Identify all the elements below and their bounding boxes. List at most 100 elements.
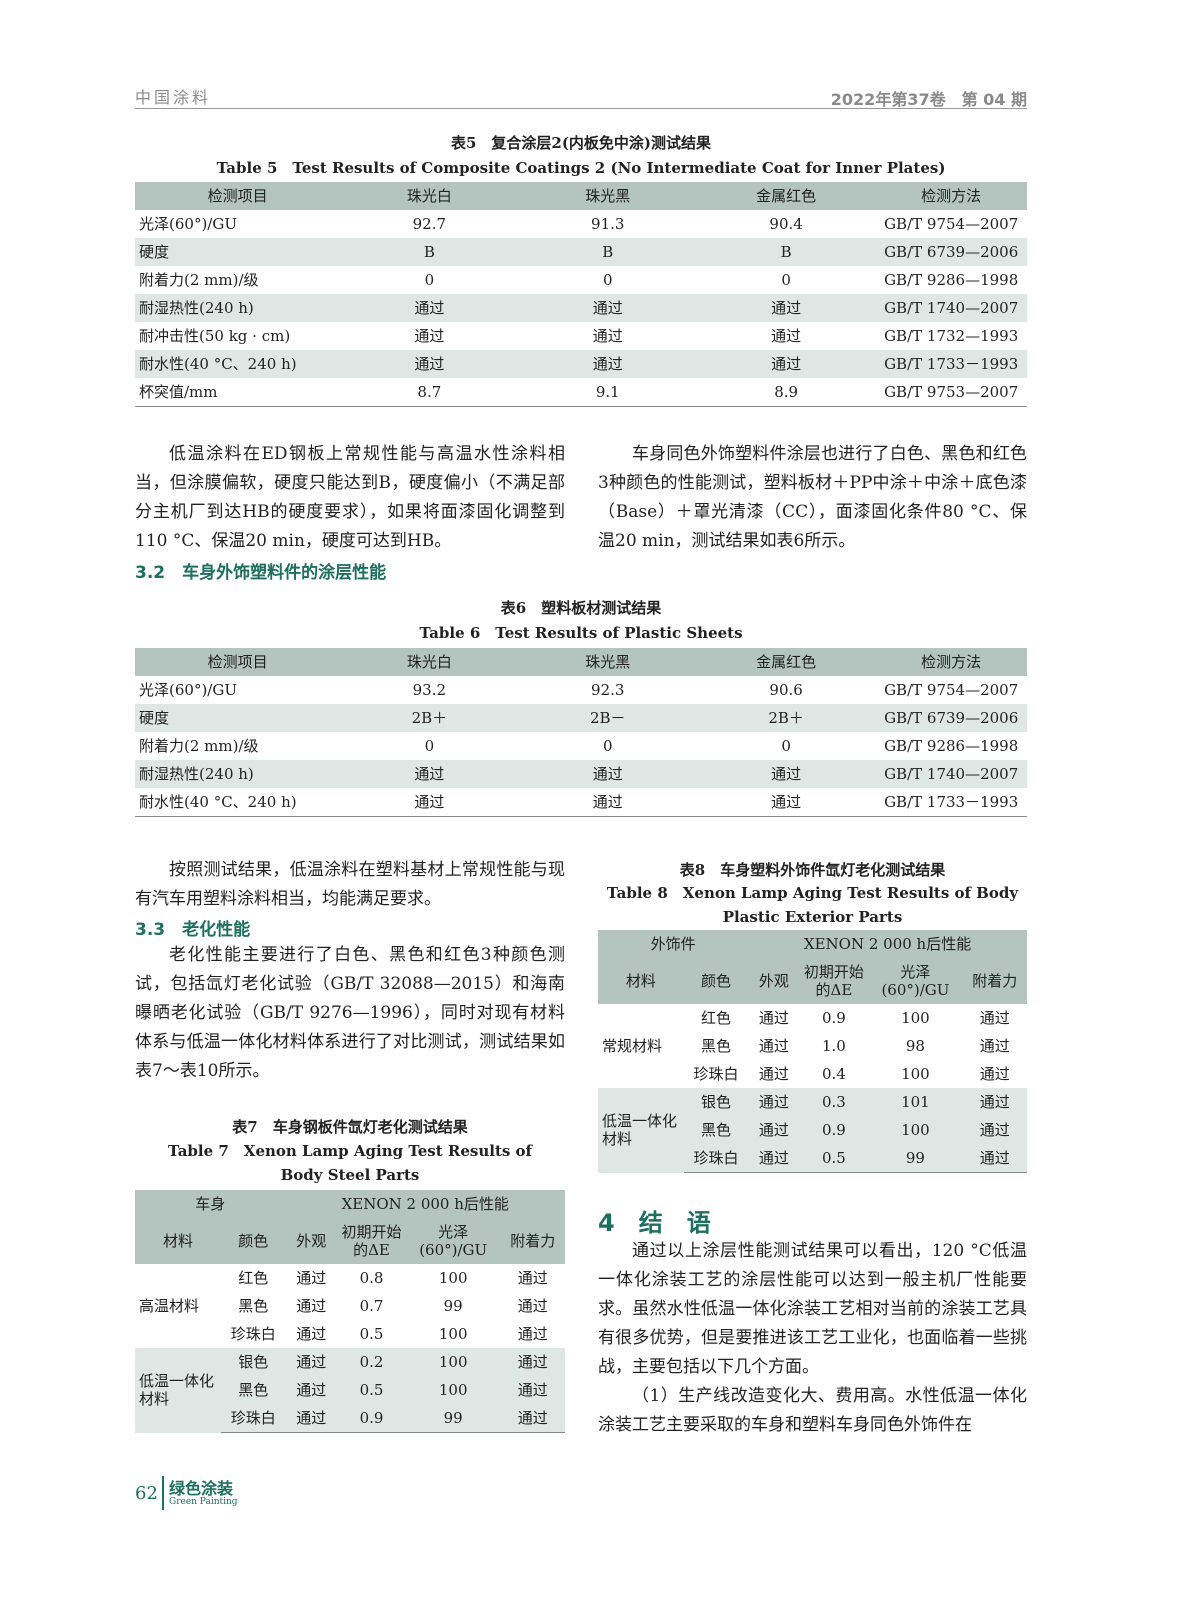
table-body: 高温材料 红色 通过 0.8 100 通过 黑色 通过 0.7 99 通过 珍珠白 通过 0.5 100 通过… xyxy=(135,1264,565,1433)
issue: 2022年第37卷 第 04 期 xyxy=(830,90,1027,109)
table-cell: 通过 xyxy=(285,1376,338,1404)
table-row: 附着力(2 mm)/级 0 0 0 GB/T 9286—1998 xyxy=(135,266,1027,294)
table-cell: 通过 xyxy=(340,350,519,378)
header-row: 检测项目 珠光白 珠光黑 金属红色 检测方法 xyxy=(135,648,1027,676)
table-cell: 通过 xyxy=(518,294,697,322)
table-cell: 通过 xyxy=(771,327,802,345)
table-head: 外饰件 XENON 2 000 h后性能 材料 颜色 外观 初期开始的ΔE 光泽(60°)/… xyxy=(598,930,1027,1004)
table-cell: 通过 xyxy=(285,1404,338,1433)
paragraph: 低温涂料在ED钢板上常规性能与高温水性涂料相当，但涂膜偏软，硬度只能达到B，硬度… xyxy=(135,444,565,551)
table-row: 耐冲击性(50 kg · cm) 通过 通过 通过 GB/T 1732—1993 xyxy=(135,322,1027,350)
table-cell: 8.7 xyxy=(340,378,519,407)
table-cell: 通过 xyxy=(340,788,519,817)
table-row: 硬度 2B＋ 2B－ 2B＋ GB/T 6739—2006 xyxy=(135,704,1027,732)
paragraph: 车身同色外饰塑料件涂层也进行了白色、黑色和红色3种颜色的性能测试，塑料板材＋PP… xyxy=(598,444,1027,551)
column-header: 金属红色 xyxy=(696,182,876,210)
table-cell: GB/T 9754—2007 xyxy=(884,215,1019,233)
group-label: 低温一体化材料 xyxy=(598,1088,684,1173)
table-body: 光泽(60°)/GU 93.2 92.3 90.6 GB/T 9754—2007 硬度 2B… xyxy=(135,676,1027,817)
column-header: 材料 xyxy=(598,958,684,1004)
section-heading: 4 结 语 xyxy=(598,1209,711,1237)
table-cell: 通过 xyxy=(285,1348,338,1376)
header-rule xyxy=(135,108,1027,109)
table-cell: 耐湿热性(240 h) xyxy=(135,760,341,788)
table-row: 高温材料 红色 通过 0.8 100 通过 xyxy=(135,1264,565,1315)
table-cell: 通过 xyxy=(518,350,697,378)
table-cell: 0.5 xyxy=(359,1325,384,1343)
table-wrap: 车身 XENON 2 000 h后性能 材料 颜色 外观 初期开始的ΔE 光泽(60°)/G… xyxy=(135,1190,565,1433)
table-cell: GB/T 1733－1993 xyxy=(875,788,1027,817)
table-row: 珍珠白 通过 0.5 100 通过 xyxy=(135,1320,565,1348)
table-cell: GB/T 1733－1993 xyxy=(875,350,1027,378)
table-cell: 通过 xyxy=(340,294,519,322)
column-header: 光泽(60°)/GU xyxy=(405,1218,501,1264)
footer-bar xyxy=(162,1476,164,1510)
table-caption-en: Table 7 Xenon Lamp Aging Test Results of… xyxy=(167,1142,533,1184)
table-cell: 通过 xyxy=(696,294,876,322)
table-cell: 通过 xyxy=(748,1116,800,1144)
table-cell: 通过 xyxy=(296,1325,327,1343)
column-header: 珠光黑 xyxy=(518,648,697,676)
table-cell: 耐水性(40 °C、240 h) xyxy=(135,788,341,817)
table-cell: GB/T 6739—2006 xyxy=(875,238,1027,266)
column-header: 检测方法 xyxy=(875,182,1027,210)
column-header: 颜色 xyxy=(683,958,749,1004)
table-cell: 1.0 xyxy=(821,1037,846,1055)
table-cell: 耐冲击性(50 kg · cm) xyxy=(139,327,291,345)
table-cell: 通过 xyxy=(500,1348,565,1376)
column-header: 光泽(60°)/GU xyxy=(868,958,963,1004)
group-header: 车身 xyxy=(135,1190,286,1218)
table-wrap: 检测项目 珠光白 珠光黑 金属红色 检测方法 光泽(60°)/GU 93.2 92.3 90.6… xyxy=(135,648,1027,817)
column-header: 检测方法 xyxy=(875,648,1027,676)
table-cell: B xyxy=(518,238,697,266)
table-cell: 100 xyxy=(405,1376,501,1404)
table-cell: 2B－ xyxy=(518,704,697,732)
table-row: 黑色 通过 0.7 99 通过 xyxy=(135,1292,565,1320)
table-body: 常规材料 红色 通过 0.9 100 通过 黑色 通过 1.0 98 通过 珍珠白 通过 0.4 100 通过… xyxy=(598,1004,1027,1173)
table-row: 耐水性(40 °C、240 h) 通过 通过 通过 GB/T 1733－1993 xyxy=(135,788,1027,817)
table-row: 硬度 B B B GB/T 6739—2006 xyxy=(135,238,1027,266)
table-cell: 100 xyxy=(901,1009,930,1027)
table-row: 珍珠白 通过 0.4 100 通过 xyxy=(598,1060,1027,1088)
table-row: 黑色 通过 0.5 100 通过 xyxy=(135,1376,565,1404)
table-cell: 光泽(60°)/GU xyxy=(139,681,237,699)
table-cell: 98 xyxy=(905,1037,925,1055)
table-cell: 通过 xyxy=(696,350,876,378)
table-row: 黑色 通过 1.0 98 通过 xyxy=(598,1032,1027,1060)
table-head: 车身 XENON 2 000 h后性能 材料 颜色 外观 初期开始的ΔE 光泽(60°)/G… xyxy=(135,1190,565,1264)
group-label: 低温一体化材料 xyxy=(135,1348,221,1433)
column-header: 附着力 xyxy=(962,958,1027,1004)
table-cell: 0.5 xyxy=(337,1376,406,1404)
column-header: 检测项目 xyxy=(135,648,341,676)
column-header: 初期开始的ΔE xyxy=(799,958,869,1004)
table-cell: 珍珠白 xyxy=(693,1065,739,1083)
table-cell: GB/T 1732—1993 xyxy=(884,327,1019,345)
table-cell: 92.3 xyxy=(591,681,625,699)
table-caption-en: Table 8 Xenon Lamp Aging Test Results of… xyxy=(606,884,1019,926)
table-caption: 表5 复合涂层2(内板免中涂)测试结果 xyxy=(450,134,712,152)
table-cell: 通过 xyxy=(500,1376,565,1404)
table-cell: 99 xyxy=(405,1404,501,1433)
table-cell: 通过 xyxy=(340,760,519,788)
table-cell: 0.4 xyxy=(821,1065,846,1083)
table-cell: 珍珠白 xyxy=(230,1325,276,1343)
table-cell: 通过 xyxy=(517,1325,548,1343)
table-cell: 通过 xyxy=(414,327,445,345)
table-cell: GB/T 9754—2007 xyxy=(884,681,1019,699)
column-header: 颜色 xyxy=(221,1218,286,1264)
table-cell: 黑色 xyxy=(238,1297,269,1315)
table-row: 珍珠白 通过 0.9 99 通过 xyxy=(135,1404,565,1433)
table-head: 检测项目 珠光白 珠光黑 金属红色 检测方法 xyxy=(135,648,1027,676)
table-cell: 0.9 xyxy=(799,1116,869,1144)
group-header: XENON 2 000 h后性能 xyxy=(285,1190,565,1218)
table-cell: 99 xyxy=(868,1144,963,1173)
section-heading: 3.2 车身外饰塑料件的涂层性能 xyxy=(135,563,387,583)
table: 检测项目 珠光白 珠光黑 金属红色 检测方法 光泽(60°)/GU 92.7 91.3 90.4… xyxy=(135,182,1027,407)
header-row: 材料 颜色 外观 初期开始的ΔE 光泽(60°)/GU 附着力 xyxy=(598,958,1027,1004)
table-row: 常规材料 红色 通过 0.9 100 通过 xyxy=(598,1004,1027,1055)
table-cell: 通过 xyxy=(696,788,876,817)
table-cell: 0 xyxy=(781,737,791,755)
table-cell: 90.4 xyxy=(769,215,803,233)
table-cell: 91.3 xyxy=(591,215,625,233)
